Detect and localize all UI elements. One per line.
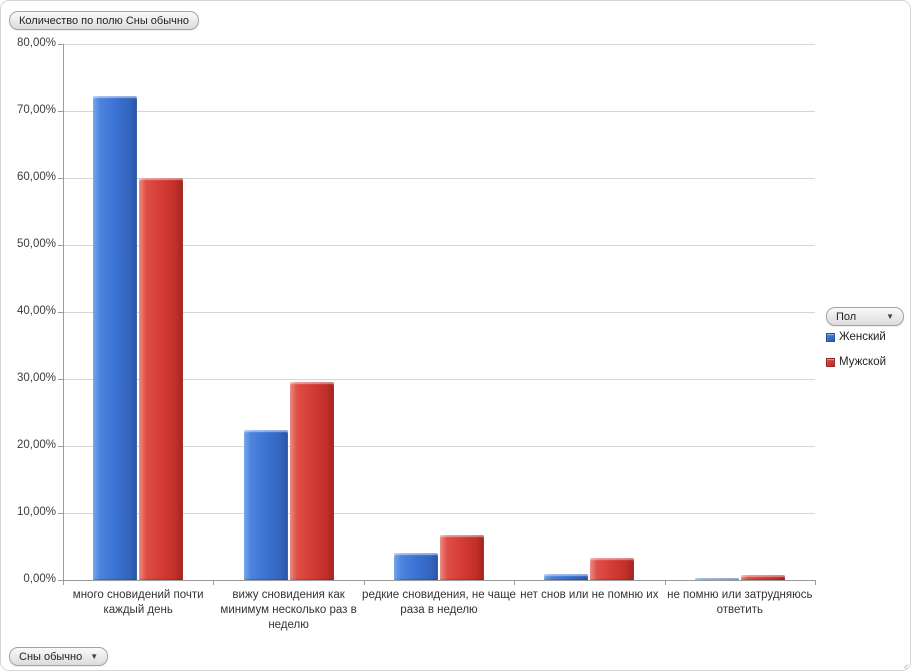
x-axis-tick: [815, 580, 816, 585]
y-axis-tick-label: 30,00%: [16, 372, 56, 384]
y-axis-tick-label: 50,00%: [16, 238, 56, 250]
y-axis-tick-label: 80,00%: [16, 37, 56, 49]
x-axis-line: [63, 580, 816, 581]
x-category-label: редкие сновидения, не чаще раза в неделю: [362, 589, 516, 616]
y-axis-line: [63, 44, 64, 581]
chevron-down-icon: ▼: [90, 652, 99, 661]
y-gridline: [63, 44, 815, 45]
x-category-label: не помню или затрудняюсь ответить: [667, 589, 813, 616]
legend-field-button[interactable]: Пол ▼: [826, 307, 904, 326]
pivot-field-button-count[interactable]: Количество по полю Сны обычно: [9, 11, 200, 30]
y-axis-tick-label: 0,00%: [23, 573, 56, 585]
y-axis-tick: [58, 446, 63, 447]
y-axis-tick-label: 20,00%: [16, 439, 56, 451]
y-axis-tick: [58, 379, 63, 380]
x-axis-tick: [363, 580, 365, 585]
y-axis-tick: [58, 513, 63, 514]
axis-field-button[interactable]: Сны обычно ▼: [9, 647, 109, 666]
y-gridline: [63, 513, 815, 514]
y-axis-tick-label: 60,00%: [16, 171, 56, 183]
pivot-field-button-count-label: Количество по полю Сны обычно: [19, 14, 190, 27]
bar-Женский-1: [93, 95, 138, 580]
x-category-label: нет снов или не помню их: [520, 589, 659, 601]
y-axis-tick-label: 40,00%: [16, 305, 56, 317]
y-gridline: [63, 245, 815, 246]
y-gridline: [63, 178, 815, 179]
x-category-label: вижу сновидения как минимум несколько ра…: [220, 589, 357, 631]
bar-Мужской-5: [740, 575, 785, 580]
bar-Мужской-4: [590, 557, 635, 580]
y-axis-tick: [58, 580, 63, 581]
legend-item-Мужской: Мужской: [826, 356, 886, 368]
y-axis-tick: [58, 245, 63, 246]
bar-Женский-3: [394, 552, 438, 580]
y-axis-tick: [58, 178, 63, 179]
y-axis-tick-label: 70,00%: [16, 104, 56, 116]
bar-Мужской-2: [289, 382, 334, 580]
axis-field-button-label: Сны обычно: [19, 650, 83, 663]
y-gridline: [63, 379, 815, 380]
y-gridline: [63, 111, 815, 112]
legend-label: Мужской: [839, 356, 887, 368]
bar-Женский-4: [544, 573, 589, 580]
bar-Мужской-3: [440, 535, 484, 580]
legend-swatch: [826, 357, 835, 367]
bar-Мужской-1: [139, 178, 184, 580]
bar-Женский-2: [243, 429, 288, 580]
x-axis-tick: [213, 580, 215, 585]
chevron-down-icon: ▼: [886, 312, 894, 321]
bar-Женский-5: [694, 577, 739, 580]
y-axis-tick: [58, 312, 63, 313]
y-gridline: [63, 446, 815, 447]
resize-handle[interactable]: [900, 660, 908, 668]
legend-label: Женский: [839, 331, 886, 343]
x-category-label: много сновидений почти каждый день: [72, 589, 204, 616]
legend-field-button-label: Пол: [836, 310, 857, 323]
y-axis-tick: [58, 111, 63, 112]
x-axis-tick: [63, 580, 64, 585]
x-axis-tick: [664, 580, 666, 585]
legend-item-Женский: Женский: [826, 331, 886, 343]
x-axis-tick: [514, 580, 516, 585]
y-gridline: [63, 312, 815, 313]
legend-swatch: [826, 332, 835, 342]
y-axis-tick: [58, 44, 63, 45]
y-axis-tick-label: 10,00%: [16, 506, 56, 518]
